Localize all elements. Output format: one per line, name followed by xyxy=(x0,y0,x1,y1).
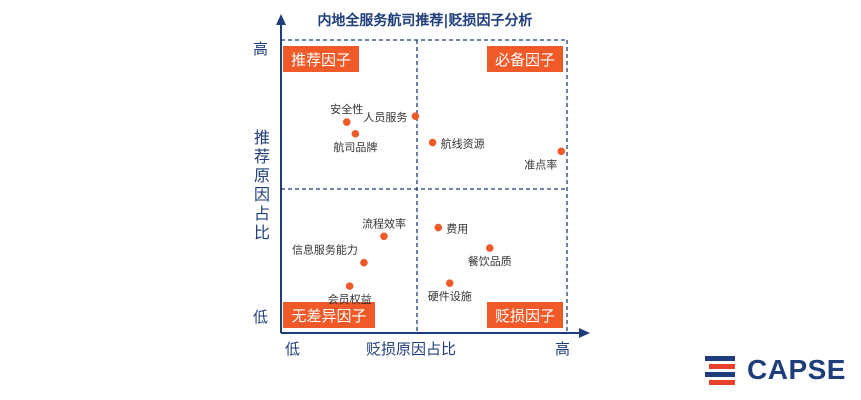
data-point xyxy=(351,129,360,138)
y-axis-label-char: 原 xyxy=(253,166,270,185)
logo-text: CAPSE xyxy=(747,354,846,385)
data-point xyxy=(485,244,494,252)
quadrant-box xyxy=(283,46,359,72)
data-point xyxy=(380,232,388,241)
capse-flag-icon xyxy=(705,356,735,385)
data-point-label: 航线资源 xyxy=(441,137,485,151)
data-point-label: 会员权益 xyxy=(328,292,372,306)
data-point-label: 航司品牌 xyxy=(333,140,377,154)
data-point-label: 人员服务 xyxy=(363,111,407,124)
data-point-label: 费用 xyxy=(446,223,468,236)
data-point-label: 餐饮品质 xyxy=(468,254,512,268)
data-point xyxy=(411,112,420,120)
data-point xyxy=(434,223,443,232)
y-axis-label-char: 推 xyxy=(253,128,270,147)
x-tick-high: 高 xyxy=(555,340,571,358)
y-axis-label-char: 荐 xyxy=(253,147,270,166)
chart-title: 内地全服务航司推荐|贬损因子分析 xyxy=(317,13,533,29)
quadrant-label: 必备因子 xyxy=(495,51,555,69)
data-point xyxy=(557,147,566,156)
y-tick-low: 低 xyxy=(253,308,269,326)
data-point-label: 流程效率 xyxy=(362,216,406,230)
data-point xyxy=(345,282,354,290)
y-axis-arrow-icon xyxy=(276,14,286,25)
data-point xyxy=(342,118,351,126)
y-tick-high: 高 xyxy=(253,40,269,58)
data-point-label: 硬件设施 xyxy=(428,290,472,303)
quadrant-label: 贬损因子 xyxy=(495,307,555,325)
x-tick-low: 低 xyxy=(285,340,301,358)
x-axis-arrow-icon xyxy=(579,328,590,338)
data-point-label: 安全性 xyxy=(330,102,363,116)
x-axis-label: 贬损原因占比 xyxy=(366,340,457,358)
data-point-label: 信息服务能力 xyxy=(292,243,358,257)
data-point xyxy=(428,138,437,147)
data-point xyxy=(445,279,454,287)
quadrant-box xyxy=(283,302,375,328)
y-axis-label-char: 比 xyxy=(253,223,270,242)
y-axis-label-char: 因 xyxy=(253,185,270,204)
data-point-label: 准点率 xyxy=(524,157,557,171)
quadrant-box xyxy=(487,46,563,72)
quadrant-label: 推荐因子 xyxy=(291,51,351,69)
y-axis-label: 推荐原因占比 xyxy=(252,128,272,242)
capse-logo: CAPSE xyxy=(705,352,855,390)
y-axis-label-char: 占 xyxy=(253,204,270,223)
data-point xyxy=(360,258,368,267)
quadrant-box xyxy=(487,302,563,328)
quadrant-label: 无差异因子 xyxy=(291,307,366,325)
